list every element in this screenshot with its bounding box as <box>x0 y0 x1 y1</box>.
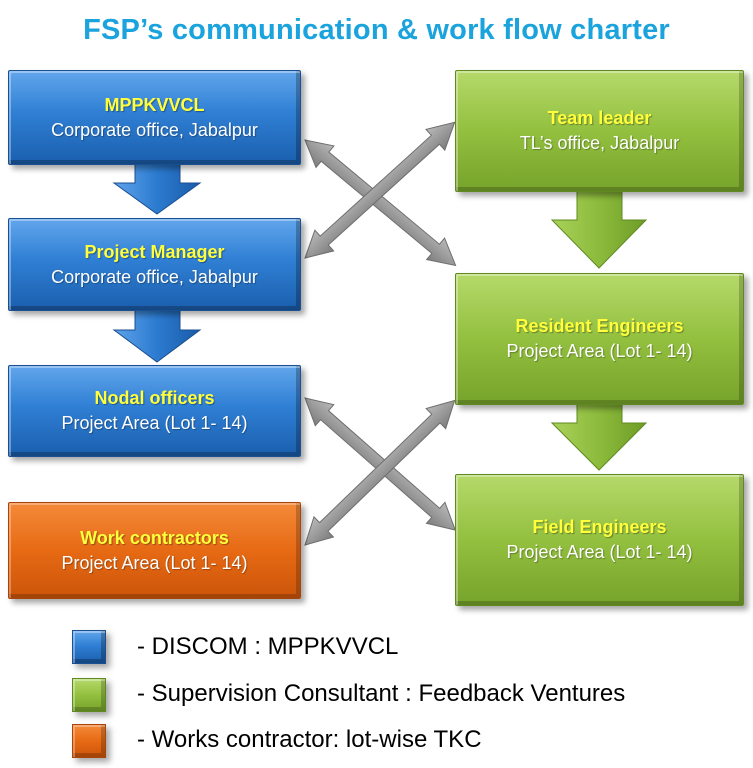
down-arrow-left-1 <box>112 161 202 215</box>
box-field-engineers: Field Engineers Project Area (Lot 1- 14) <box>455 474 744 606</box>
box-title: MPPKVVCL <box>104 94 205 115</box>
legend-label-consultant: - Supervision Consultant : Feedback Vent… <box>137 680 626 707</box>
box-title: Field Engineers <box>532 517 667 537</box>
legend-swatch-consultant <box>72 678 106 712</box>
box-subtitle: Corporate office, Jabalpur <box>51 119 258 140</box>
legend-label-contractor: - Works contractor: lot-wise TKC <box>137 726 482 753</box>
box-subtitle: TL’s office, Jabalpur <box>519 133 680 153</box>
box-nodal-officers: Nodal officers Project Area (Lot 1- 14) <box>8 365 301 457</box>
box-resident-engineers: Resident Engineers Project Area (Lot 1- … <box>455 273 744 405</box>
box-subtitle: Project Area (Lot 1- 14) <box>506 542 693 562</box>
box-project-manager: Project Manager Corporate office, Jabalp… <box>8 218 301 311</box>
legend-label-discom: - DISCOM : MPPKVVCL <box>137 633 399 660</box>
down-arrow-left-2 <box>112 307 202 363</box>
box-mppkvvcl: MPPKVVCL Corporate office, Jabalpur <box>8 70 301 165</box>
box-work-contractors: Work contractors Project Area (Lot 1- 14… <box>8 502 301 599</box>
box-title: Work contractors <box>80 527 229 548</box>
cross-arrows-upper <box>304 121 457 267</box>
box-title: Team leader <box>547 108 652 128</box>
box-subtitle: Project Area (Lot 1- 14) <box>61 413 248 433</box>
box-title: Project Manager <box>84 241 225 262</box>
page-title: FSP’s communication & work flow charter <box>83 14 670 46</box>
cross-arrows-lower <box>304 397 457 546</box>
box-subtitle: Project Area (Lot 1- 14) <box>506 341 693 361</box>
box-title: Resident Engineers <box>515 316 684 336</box>
box-subtitle: Corporate office, Jabalpur <box>51 266 258 287</box>
box-title: Nodal officers <box>94 388 215 408</box>
legend-swatch-discom <box>72 630 106 664</box>
box-team-leader: Team leader TL’s office, Jabalpur <box>455 70 744 192</box>
legend-swatch-contractor <box>72 724 106 758</box>
down-arrow-right-1 <box>550 189 648 269</box>
box-subtitle: Project Area (Lot 1- 14) <box>61 552 248 573</box>
